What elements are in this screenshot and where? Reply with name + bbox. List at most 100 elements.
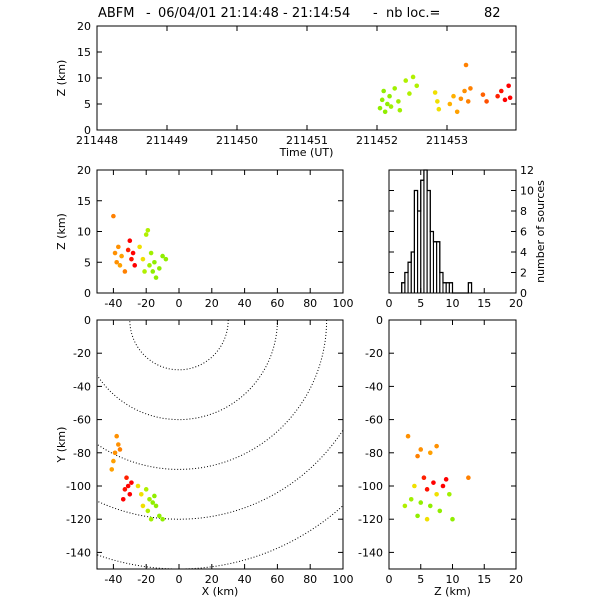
x-tick-label: 40 [238,573,252,586]
data-point [160,516,165,522]
data-point [150,500,156,505]
data-point [424,516,430,522]
data-point [465,99,471,104]
data-point [148,516,154,522]
data-point [458,96,464,102]
plot-frame [96,169,344,294]
data-point [484,99,489,104]
data-point [431,480,436,485]
y-tick-label: -100 [358,480,383,493]
y-axis-label: number of sources [534,180,547,283]
x-tick-label: 0 [386,297,393,310]
x-tick-label: 80 [303,297,317,310]
data-point [129,480,134,485]
data-point [418,500,424,505]
x-tick-label: 10 [446,297,460,310]
data-point [454,109,460,115]
x-tick-label: 211452 [356,134,398,147]
data-point [147,496,152,502]
data-point [436,106,442,112]
data-point [145,508,151,514]
y-tick-label: -80 [365,447,383,460]
x-tick-label: 0 [386,573,393,586]
data-point [157,513,162,519]
title-separator: - [146,6,151,21]
data-point [137,244,142,250]
x-tick-label: 60 [270,573,284,586]
data-point [109,467,115,472]
data-point [434,492,439,497]
y-tick-label: -40 [365,380,383,393]
data-point [502,97,508,103]
y-axis-label: Y (km) [55,427,68,464]
title-date-time: 06/04/01 21:14:48 - 21:14:54 [158,6,350,21]
data-point [418,447,424,452]
x-tick-label: 5 [417,573,424,586]
x-tick-label: 211449 [146,134,188,147]
data-point [447,101,453,107]
x-tick-label: 0 [176,297,183,310]
data-point [119,253,124,259]
data-point [402,503,408,509]
x-tick-label: -40 [104,297,122,310]
x-tick-label: 100 [333,573,354,586]
data-point [379,97,385,103]
y-tick-label: 0 [520,287,527,300]
data-point [498,88,504,94]
data-point [153,503,159,509]
x-tick-label: 80 [303,573,317,586]
data-point [403,78,409,83]
x-tick-label: 5 [417,297,424,310]
data-point [427,503,433,509]
y-tick-label: 10 [77,72,91,85]
scatter-points [402,433,471,522]
data-point [129,256,134,262]
data-point [125,483,131,489]
data-point [377,105,383,111]
title-station: ABFM [98,6,135,21]
data-point [427,450,433,456]
data-point [130,250,136,256]
data-point [387,93,392,99]
x-tick-label: 20 [509,297,523,310]
y-tick-label: -140 [358,546,383,559]
y-tick-label: 6 [520,226,527,239]
data-point [388,104,394,109]
data-point [407,91,412,96]
y-tick-label: -120 [66,513,91,526]
data-point [163,256,169,262]
data-point [447,492,452,497]
y-tick-label: -140 [66,546,91,559]
plot-frame [96,25,517,131]
data-point [143,232,149,237]
y-axis-label: Z (km) [55,213,68,250]
y-vs-z-panel: 0 5 10 15 20 0 -20 -40 -60 -80 -100 -120 -140 Z (km) [358,314,523,598]
data-point [506,83,511,89]
scatter-points [377,62,513,115]
y-tick-label: -80 [73,447,91,460]
x-tick-label: -20 [137,573,155,586]
data-point [451,93,456,99]
data-point [397,107,403,113]
data-point [112,250,118,256]
histogram-bar [467,282,473,294]
y-tick-label: 8 [520,205,527,218]
data-point [432,90,438,95]
y-vs-x-panel: -40 -20 0 20 40 60 80 100 0 -20 -40 -60 -80 -100 -120 -… [55,314,354,598]
x-axis-label: Z (km) [434,585,471,598]
z-vs-time-panel: 211448 211449 211450 211451 211452 211453 0 5 10… [55,20,517,159]
data-point [117,447,123,452]
x-tick-label: -40 [104,573,122,586]
y-tick-label: -60 [365,414,383,427]
y-tick-label: 0 [84,287,91,300]
data-point [142,269,147,274]
y-tick-label: 12 [520,164,534,177]
data-point [450,516,455,522]
x-tick-label: 20 [509,573,523,586]
y-tick-label: -60 [73,414,91,427]
y-tick-label: 5 [84,256,91,269]
data-point [396,99,401,104]
data-point [132,263,138,268]
